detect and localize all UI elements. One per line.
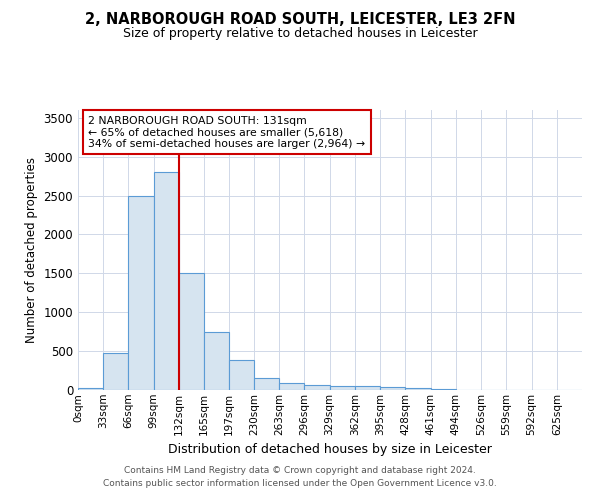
- Bar: [128, 196, 154, 390]
- Bar: [431, 389, 456, 390]
- Text: 2, NARBOROUGH ROAD SOUTH, LEICESTER, LE3 2FN: 2, NARBOROUGH ROAD SOUTH, LEICESTER, LE3…: [85, 12, 515, 28]
- Bar: [254, 378, 279, 390]
- Bar: [279, 383, 304, 390]
- Bar: [179, 274, 204, 390]
- Text: 2 NARBOROUGH ROAD SOUTH: 131sqm
← 65% of detached houses are smaller (5,618)
34%: 2 NARBOROUGH ROAD SOUTH: 131sqm ← 65% of…: [88, 116, 365, 149]
- Bar: [406, 388, 431, 390]
- Bar: [103, 354, 128, 390]
- Bar: [304, 386, 329, 390]
- Bar: [355, 386, 380, 390]
- Text: Contains HM Land Registry data © Crown copyright and database right 2024.
Contai: Contains HM Land Registry data © Crown c…: [103, 466, 497, 487]
- Bar: [154, 172, 179, 390]
- Text: Size of property relative to detached houses in Leicester: Size of property relative to detached ho…: [122, 28, 478, 40]
- Bar: [380, 388, 406, 390]
- Bar: [229, 360, 254, 390]
- Bar: [78, 388, 103, 390]
- Y-axis label: Number of detached properties: Number of detached properties: [25, 157, 38, 343]
- Bar: [204, 332, 229, 390]
- X-axis label: Distribution of detached houses by size in Leicester: Distribution of detached houses by size …: [168, 443, 492, 456]
- Bar: [329, 386, 355, 390]
